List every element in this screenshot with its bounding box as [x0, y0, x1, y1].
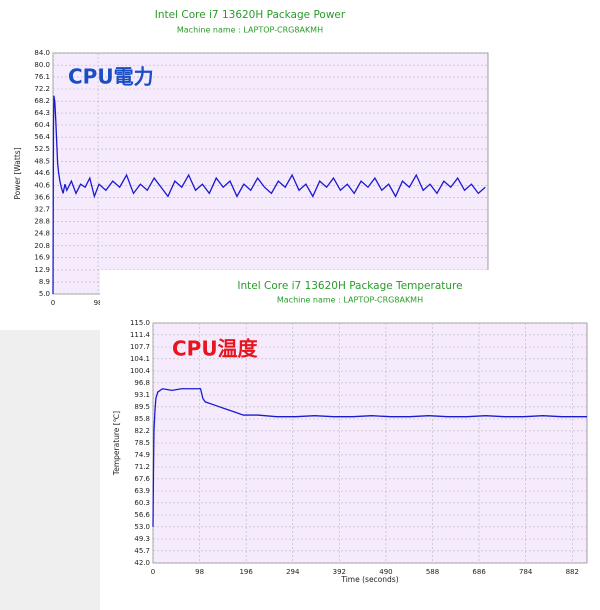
y-tick-label: 84.0 [34, 49, 50, 57]
y-tick-label: 40.6 [34, 181, 50, 189]
y-tick-label: 36.6 [34, 194, 50, 202]
y-tick-label: 8.9 [39, 278, 50, 286]
y-tick-label: 42.0 [134, 559, 150, 567]
y-tick-label: 68.2 [34, 97, 50, 105]
y-tick-label: 67.6 [134, 475, 150, 483]
y-tick-label: 72.2 [34, 85, 50, 93]
y-tick-label: 20.8 [34, 242, 50, 250]
y-tick-label: 115.0 [130, 319, 150, 327]
y-tick-label: 60.3 [134, 499, 150, 507]
x-tick-label: 588 [426, 568, 439, 576]
x-tick-label: 490 [379, 568, 392, 576]
chart-subtitle: Machine name : LAPTOP-CRG8AKMH [177, 26, 323, 35]
y-tick-label: 44.6 [34, 169, 50, 177]
y-tick-label: 45.7 [134, 547, 150, 555]
chart: 5.0 8.9 12.9 16.9 20.8 24.8 28.8 32.7 36.6 40.6 44… [0, 0, 495, 330]
x-tick-label: 98 [195, 568, 204, 576]
y-tick-label: 24.8 [34, 230, 50, 238]
y-tick-label: 49.3 [134, 535, 150, 543]
y-tick-label: 12.9 [34, 266, 50, 274]
x-tick-label: 0 [151, 568, 155, 576]
y-tick-label: 93.1 [134, 391, 150, 399]
y-tick-label: 48.5 [34, 157, 50, 165]
y-tick-label: 80.0 [34, 61, 50, 69]
x-tick-label: 0 [51, 299, 55, 307]
y-tick-label: 100.4 [130, 367, 151, 375]
annotation: CPU温度 [172, 337, 259, 361]
x-axis-label: Time (seconds) [340, 575, 398, 584]
y-tick-label: 5.0 [39, 290, 50, 298]
y-tick-label: 16.9 [34, 254, 50, 262]
y-tick-label: 52.5 [34, 145, 50, 153]
chart-subtitle: Machine name : LAPTOP-CRG8AKMH [277, 296, 423, 305]
data-line [52, 95, 486, 295]
annotation: CPU電力 [68, 65, 154, 89]
y-tick-label: 104.1 [130, 355, 150, 363]
y-tick-label: 78.5 [134, 439, 150, 447]
y-tick-label: 60.4 [34, 121, 50, 129]
x-tick-label: 98 [94, 299, 103, 307]
y-tick-label: 89.5 [134, 403, 150, 411]
y-tick-label: 63.9 [134, 487, 150, 495]
y-tick-label: 32.7 [34, 205, 50, 213]
chart-title: Intel Core i7 13620H Package Power [155, 9, 346, 21]
y-tick-label: 74.9 [134, 451, 150, 459]
y-tick-label: 64.3 [34, 109, 50, 117]
y-tick-label: 96.8 [134, 379, 150, 387]
y-tick-label: 56.6 [134, 511, 150, 519]
y-tick-label: 82.2 [134, 427, 150, 435]
y-tick-label: 85.8 [134, 415, 150, 423]
plot-area [52, 52, 489, 295]
background [0, 330, 100, 610]
chart: 42.0 45.7 49.3 53.0 56.6 60.3 63.9 67.6 71.2 74.9… [100, 270, 600, 610]
y-tick-label: 56.4 [34, 133, 50, 141]
x-tick-label: 784 [519, 568, 533, 576]
x-tick-label: 196 [239, 568, 253, 576]
data-line [152, 388, 587, 527]
x-tick-label: 686 [472, 568, 486, 576]
y-tick-label: 111.4 [130, 331, 151, 339]
chart-title: Intel Core i7 13620H Package Temperature [237, 280, 462, 292]
y-tick-label: 107.7 [130, 343, 150, 351]
y-tick-label: 28.8 [34, 217, 50, 225]
x-tick-label: 392 [333, 568, 346, 576]
y-axis-label: Power [Watts] [13, 147, 22, 199]
y-tick-label: 53.0 [134, 523, 150, 531]
x-tick-label: 294 [286, 568, 300, 576]
y-tick-label: 71.2 [134, 463, 150, 471]
x-tick-label: 882 [566, 568, 579, 576]
y-tick-label: 76.1 [34, 73, 50, 81]
y-axis-label: Temperature [℃] [112, 411, 121, 476]
